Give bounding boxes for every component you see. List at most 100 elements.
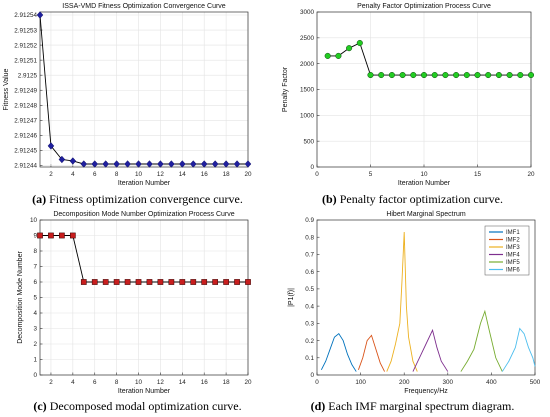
y-tick-label: 10 (30, 217, 38, 224)
y-tick-label: 0.9 (305, 217, 314, 224)
data-point-marker (113, 279, 120, 285)
data-point-marker (69, 232, 76, 239)
y-tick-label: 2.91253 (14, 27, 37, 34)
series-line-imf4 (412, 328, 449, 372)
data-point-marker (222, 160, 230, 168)
data-point-marker (495, 71, 502, 79)
x-tick-label: 2 (49, 379, 53, 386)
y-tick-label: 4 (33, 310, 37, 317)
y-tick-label: 0.1 (305, 355, 314, 362)
caption-c-text: Decomposed modal optimization curve. (46, 399, 242, 413)
x-tick-label: 300 (443, 379, 454, 386)
x-tick-label: 4 (71, 171, 75, 178)
data-point-marker (485, 71, 492, 79)
data-point-marker (201, 279, 208, 285)
data-point-marker (91, 160, 99, 168)
data-point-marker (346, 45, 353, 52)
chart-title: Hibert Marginal Spectrum (386, 211, 466, 218)
data-point-marker (410, 71, 417, 79)
series-line-imf2 (357, 334, 385, 372)
caption-d-letter: (d) (310, 399, 326, 413)
plot-area (40, 12, 248, 167)
y-tick-label: 0.7 (305, 252, 314, 259)
y-tick-label: 2.91254 (14, 12, 37, 19)
data-point-marker (388, 71, 395, 79)
data-point-marker (211, 160, 219, 168)
y-tick-label: 2.91252 (14, 42, 37, 49)
caption-a-text: Fitness optimization convergence curve. (46, 192, 243, 206)
x-tick-label: 18 (223, 379, 231, 386)
data-point-marker (146, 160, 153, 168)
x-tick-label: 12 (157, 171, 165, 178)
data-point-marker (168, 279, 175, 285)
data-point-marker (189, 160, 197, 168)
caption-c: (c) Decomposed modal optimization curve. (0, 399, 275, 414)
axes-box (39, 219, 249, 376)
x-tick-label: 6 (93, 379, 97, 386)
axes-box (316, 11, 532, 168)
y-tick-label: 2.91244 (14, 163, 37, 170)
data-point-marker (157, 279, 164, 285)
y-tick-label: 2.91247 (14, 118, 37, 125)
x-tick-label: 18 (223, 171, 231, 178)
x-tick-label: 14 (179, 379, 187, 386)
y-tick-label: 2000 (300, 61, 315, 68)
fitness-convergence-chart: 2 4 6 8 10 12 14 16 18 20 2.91244 2.91245 2.91246 2.9… (3, 3, 252, 187)
data-point-marker (80, 160, 88, 168)
chart-title: Penalty Factor Optimization Process Curv… (357, 3, 491, 10)
x-axis-label: Iteration Number (118, 388, 171, 395)
y-tick-label: 9 (33, 233, 37, 240)
legend-label: IMF4 (506, 253, 520, 259)
penalty-factor-chart: 0 5 10 15 20 0 500 1000 1500 2000 2500 3000 Penalty … (282, 3, 535, 187)
data-point-marker (157, 160, 164, 168)
y-tick-label: 1500 (300, 87, 315, 94)
data-point-marker (234, 279, 240, 285)
data-point-marker (506, 71, 513, 79)
data-point-marker (244, 160, 252, 168)
x-tick-label: 10 (420, 171, 428, 178)
data-point-marker (36, 11, 44, 19)
data-point-marker (48, 232, 54, 239)
data-point-marker (399, 71, 406, 79)
y-tick-label: 0.2 (305, 338, 314, 345)
axes-box (39, 11, 249, 168)
series-line-imf6 (501, 327, 536, 372)
mode-number-chart: 2 4 6 8 10 12 14 16 18 20012345678910Decompositio… (17, 211, 252, 395)
data-point-marker (146, 279, 153, 285)
legend-label: IMF2 (506, 238, 520, 244)
x-tick-label: 4 (71, 379, 75, 386)
x-axis-label: Iteration Number (118, 180, 171, 187)
x-tick-label: 15 (474, 171, 482, 178)
data-point-marker (179, 279, 186, 285)
data-point-marker (245, 279, 251, 285)
data-point-marker (378, 71, 385, 79)
y-tick-label: 7 (33, 264, 37, 271)
x-tick-label: 8 (115, 171, 119, 178)
y-tick-label: 2 (33, 341, 37, 348)
y-tick-label: 2.91248 (14, 103, 37, 110)
x-tick-label: 500 (530, 379, 541, 386)
data-point-marker (223, 279, 229, 285)
chart-title: ISSA-VMD Fitness Optimization Convergenc… (62, 3, 225, 10)
data-point-marker (80, 279, 87, 285)
data-point-marker (135, 160, 142, 168)
legend-box (484, 225, 530, 276)
y-tick-label: 0.3 (305, 321, 314, 328)
data-point-marker (58, 155, 66, 164)
axes-box (316, 219, 536, 376)
x-tick-label: 10 (135, 171, 143, 178)
data-point-marker (124, 279, 131, 285)
marginal-spectrum-chart: 0 100 200 300 400 500 0 0.1 0.2 0.3 0.4 0.5 0.6 0.7 0.… (288, 211, 541, 395)
y-tick-label: 2500 (300, 35, 315, 42)
legend-label: IMF3 (506, 245, 520, 251)
x-tick-label: 12 (157, 379, 165, 386)
data-point-marker (91, 279, 98, 285)
chart-title: Decomposition Mode Number Optimization P… (53, 211, 234, 218)
caption-c-letter: (c) (33, 399, 47, 413)
data-point-marker (367, 71, 374, 79)
caption-b-text: Penalty factor optimization curve. (336, 192, 503, 206)
x-tick-label: 20 (527, 171, 535, 178)
x-tick-label: 16 (201, 379, 209, 386)
y-tick-label: 6 (33, 279, 37, 286)
caption-a: (a) Fitness optimization convergence cur… (0, 192, 275, 207)
